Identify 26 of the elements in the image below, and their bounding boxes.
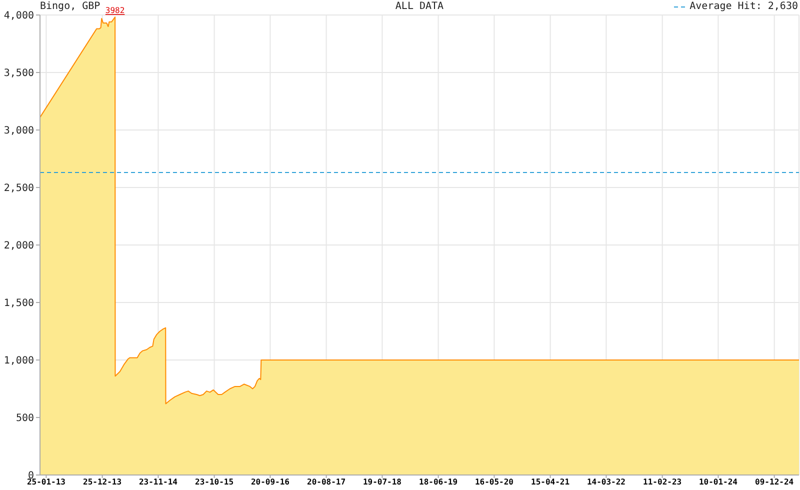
x-tick-label: 14-03-22 xyxy=(586,478,626,487)
y-tick-label: 4,000 xyxy=(4,10,34,22)
y-tick-label: 2,500 xyxy=(4,183,34,194)
chart-title: Bingo, GBP xyxy=(40,0,100,13)
y-tick-label: 3,000 xyxy=(4,126,34,137)
y-tick-label: 1,500 xyxy=(4,298,34,310)
chart-subtitle: ALL DATA xyxy=(395,1,444,12)
x-tick-label: 11-02-23 xyxy=(643,478,682,487)
x-tick-label: 23-10-15 xyxy=(195,478,234,487)
annotation: 3982 xyxy=(105,6,125,16)
y-tick-label: 3,500 xyxy=(4,68,34,80)
x-tick-label: 20-08-17 xyxy=(307,478,346,487)
x-tick-label: 25-01-13 xyxy=(26,478,66,487)
y-tick-label: 1,000 xyxy=(4,356,34,367)
legend-label: Average Hit: 2,630 xyxy=(690,0,798,13)
x-tick-label: 18-06-19 xyxy=(419,478,458,487)
x-tick-label: 23-11-14 xyxy=(138,478,178,487)
x-tick-label: 25-12-13 xyxy=(83,478,122,487)
x-tick-label: 20-09-16 xyxy=(250,478,290,487)
y-tick-label: 500 xyxy=(16,413,34,424)
x-tick-label: 16-05-20 xyxy=(474,478,514,487)
y-tick-label: 2,000 xyxy=(4,240,34,252)
x-tick-label: 09-12-24 xyxy=(755,478,794,487)
x-tick-label: 15-04-21 xyxy=(531,478,570,487)
x-tick-label: 19-07-18 xyxy=(362,478,402,487)
x-tick-label: 10-01-24 xyxy=(698,478,738,487)
